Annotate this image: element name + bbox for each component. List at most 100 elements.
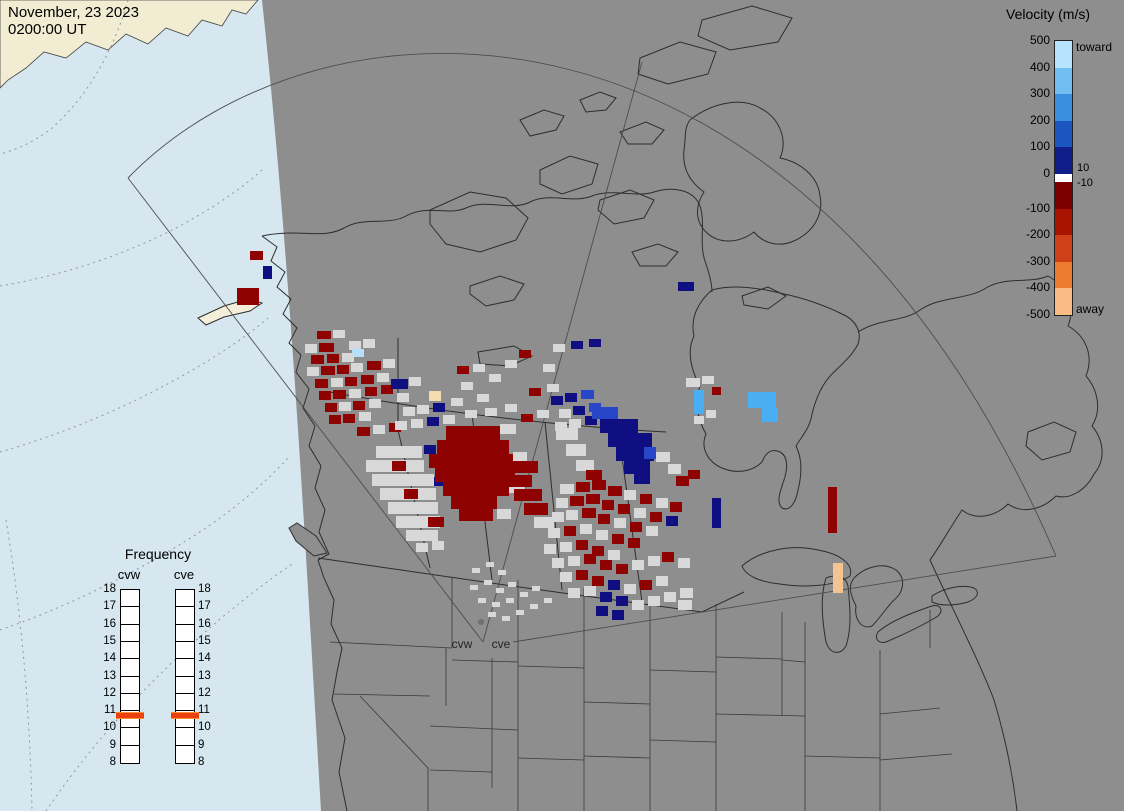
velocity-cell xyxy=(559,409,571,418)
velocity-cell xyxy=(544,598,552,603)
velocity-cell xyxy=(532,586,540,591)
great-bear-lake xyxy=(469,275,525,307)
velocity-cell xyxy=(465,410,477,418)
velocity-cell xyxy=(833,563,843,593)
velocity-cell xyxy=(678,558,690,568)
velocity-cell xyxy=(608,580,620,590)
velocity-cell xyxy=(342,353,354,362)
velocity-cell xyxy=(666,516,678,526)
velocity-cell xyxy=(656,452,670,462)
velocity-cell xyxy=(508,582,516,587)
east-coast xyxy=(857,275,1103,811)
velocity-cell xyxy=(321,366,335,375)
velocity-cell xyxy=(576,570,588,580)
velocity-cell xyxy=(748,392,776,408)
velocity-cell xyxy=(712,387,721,395)
velocity-cell xyxy=(586,470,602,480)
velocity-cell xyxy=(486,562,494,567)
velocity-cell xyxy=(632,600,644,610)
velocity-cell xyxy=(544,544,556,554)
velocity-cell xyxy=(437,440,509,454)
velocity-cell xyxy=(369,399,381,408)
radar-site-labels: cvw cve xyxy=(452,637,511,651)
arctic-mainland-coast xyxy=(261,188,713,293)
velocity-cell xyxy=(596,530,608,540)
velocity-cell xyxy=(428,517,444,527)
us-west-coast xyxy=(317,559,348,811)
state-borders xyxy=(329,578,953,811)
velocity-cell xyxy=(656,498,668,508)
velocity-cell xyxy=(565,393,577,402)
velocity-cell xyxy=(381,385,393,394)
velocity-cell xyxy=(762,408,778,422)
graticule-line xyxy=(0,0,129,155)
velocity-cell xyxy=(488,612,496,617)
velocity-cell xyxy=(500,424,516,434)
velocity-cell xyxy=(337,365,349,374)
velocity-cell xyxy=(573,406,585,415)
lake-michigan xyxy=(821,575,851,653)
velocity-cell xyxy=(568,588,580,598)
velocity-cell xyxy=(566,510,578,520)
velocity-cell xyxy=(530,604,538,609)
velocity-cell xyxy=(484,580,492,585)
velocity-cell xyxy=(429,391,441,401)
velocity-cell xyxy=(429,454,513,468)
velocity-cell xyxy=(516,610,524,615)
velocity-cell xyxy=(403,407,415,416)
velocity-cell xyxy=(521,414,533,422)
alaska-panhandle-coast xyxy=(261,235,302,356)
velocity-cell xyxy=(505,404,517,412)
arctic-island xyxy=(579,91,617,113)
velocity-cell xyxy=(584,586,596,596)
velocity-cell xyxy=(552,558,564,568)
velocity-cell xyxy=(688,470,700,479)
velocity-cell xyxy=(600,592,612,602)
velocity-cell xyxy=(363,339,375,348)
velocity-cell xyxy=(618,504,630,514)
fov-outer-arc xyxy=(127,53,1057,557)
velocity-cell xyxy=(624,461,650,474)
velocity-cell xyxy=(352,349,364,357)
velocity-cell xyxy=(305,344,317,353)
radar-origin-dot xyxy=(478,619,484,625)
velocity-tick-minus10: -10 xyxy=(1077,177,1093,189)
velocity-cell xyxy=(427,417,439,426)
us-canada-border xyxy=(317,557,745,613)
velocity-cell xyxy=(564,526,576,536)
lake-superior xyxy=(741,547,852,587)
velocity-cell xyxy=(560,572,572,582)
velocity-cell xyxy=(566,444,586,456)
velocity-cell xyxy=(640,580,652,590)
velocity-cell xyxy=(634,508,646,518)
velocity-toward-label: toward xyxy=(1076,40,1113,54)
velocity-cell xyxy=(513,452,527,463)
velocity-cell xyxy=(616,596,628,606)
velocity-cell xyxy=(376,446,422,458)
radar-site-label-cve: cve xyxy=(492,637,511,651)
velocity-cell xyxy=(596,606,608,616)
state-border-lines-west xyxy=(329,578,519,811)
velocity-cell xyxy=(712,498,721,528)
velocity-cell xyxy=(514,489,542,501)
velocity-cell xyxy=(551,396,563,405)
velocity-cell xyxy=(581,390,594,399)
velocity-cell xyxy=(327,354,339,363)
velocity-cell xyxy=(377,373,389,382)
velocity-cell xyxy=(432,541,444,550)
velocity-cell xyxy=(388,502,438,514)
date-label: November, 23 2023 xyxy=(8,4,139,21)
velocity-cell xyxy=(392,461,406,471)
velocity-cell xyxy=(395,421,407,430)
velocity-cell xyxy=(640,494,652,504)
velocity-cell xyxy=(608,433,652,447)
graticule-line xyxy=(45,563,293,811)
velocity-cell xyxy=(678,282,694,291)
velocity-cell xyxy=(648,596,660,606)
velocity-cell xyxy=(600,419,638,433)
graticule-line xyxy=(5,519,33,811)
arctic-island xyxy=(631,243,679,267)
velocity-cell xyxy=(496,588,504,593)
velocity-cell xyxy=(349,389,361,398)
velocity-cell xyxy=(343,414,355,423)
